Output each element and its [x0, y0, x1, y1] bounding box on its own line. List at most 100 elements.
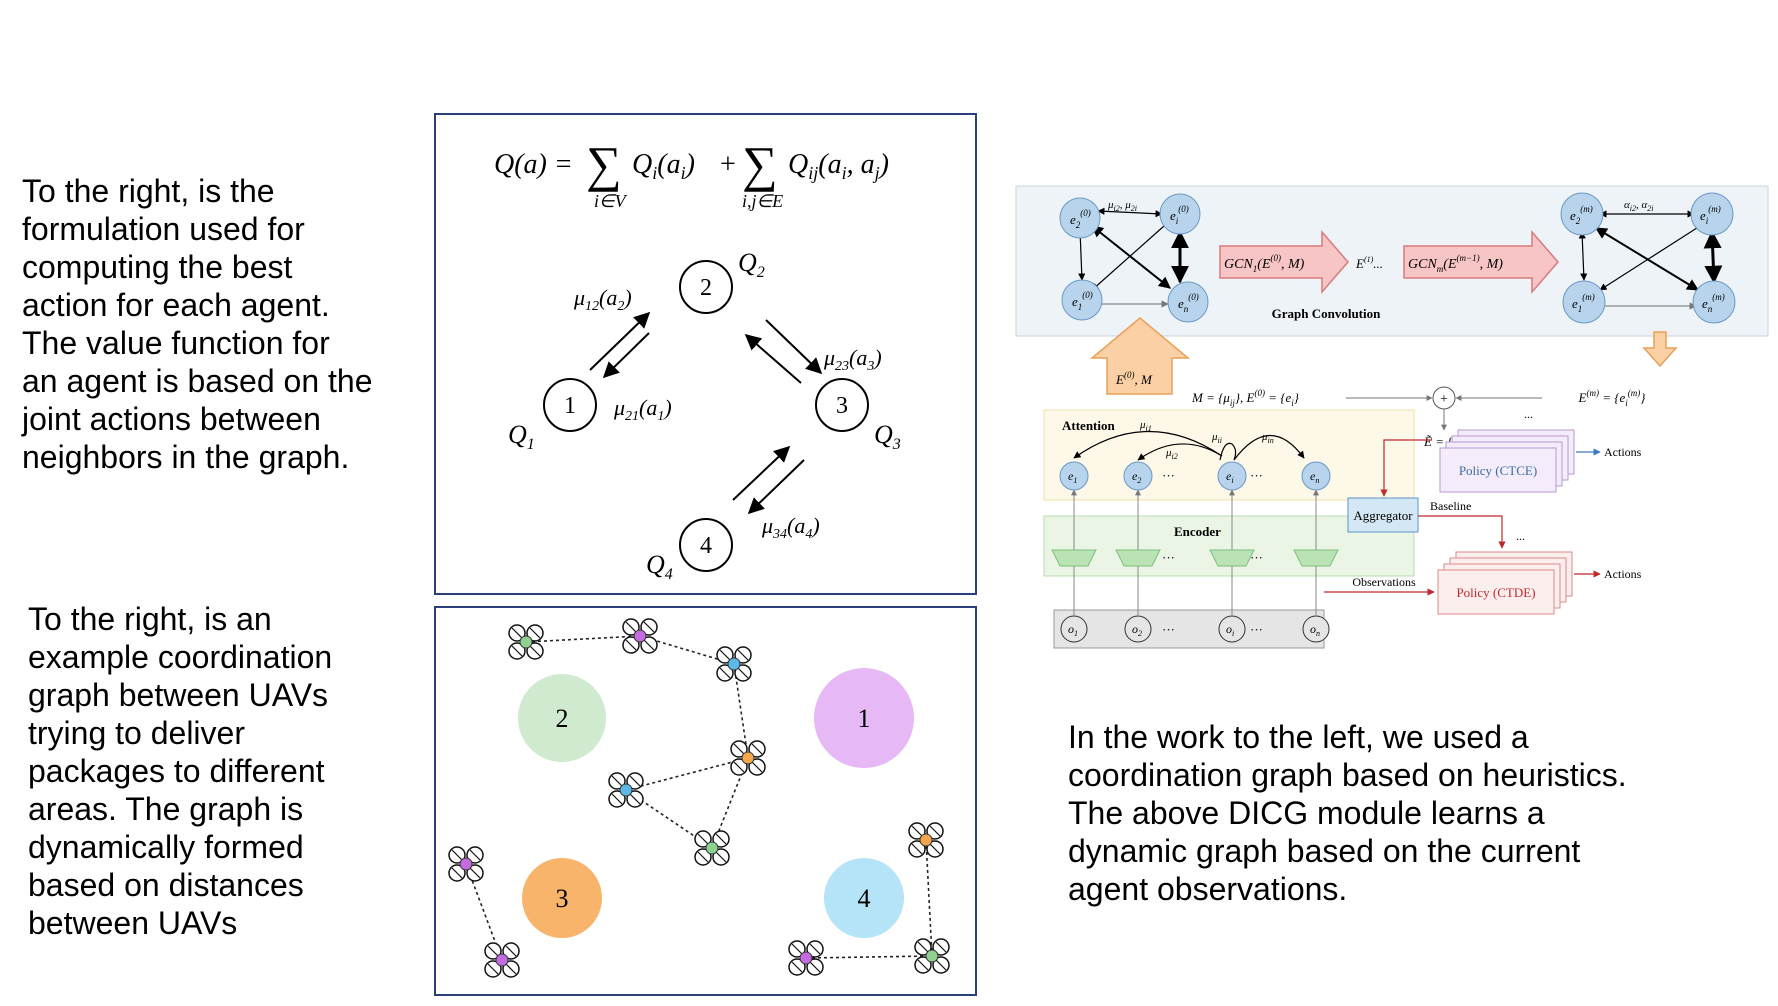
- svg-text:4: 4: [700, 533, 712, 559]
- sum-node: +: [1432, 386, 1456, 410]
- text-line: The above DICG module learns a: [1068, 795, 1545, 831]
- dicg-module-diagram: e2(0) ei(0) e1(0) en(0) μi2, μ2i GCN1(E(…: [1012, 178, 1772, 698]
- text-line: an agent is based on the: [22, 363, 373, 399]
- uav-drone: [448, 846, 484, 882]
- zone-2: 2: [518, 674, 606, 762]
- m-definition: M = {μij}, E(0) = {ei}: [1191, 388, 1300, 408]
- uav-link: [925, 839, 933, 957]
- text-line: between UAVs: [28, 905, 238, 941]
- q2-label: Q2: [738, 248, 765, 281]
- q-labels: Q1 Q2 Q3 Q4: [508, 248, 901, 583]
- node-1: 1: [543, 378, 597, 432]
- observation-node-label: o2: [1132, 622, 1142, 638]
- svg-text:2: 2: [556, 704, 569, 733]
- svg-text:1: 1: [858, 704, 871, 733]
- svg-text:...: ...: [1524, 407, 1533, 421]
- svg-text:Policy (CTCE): Policy (CTCE): [1459, 463, 1537, 478]
- encoder-unit: [1051, 549, 1097, 567]
- agent-column: en on: [1293, 461, 1339, 643]
- node-4: 4: [679, 518, 733, 572]
- svg-text:···: ···: [1250, 622, 1263, 637]
- graph-nodes: 1 2 3 4: [543, 260, 869, 572]
- baseline-label: Baseline: [1430, 499, 1471, 513]
- uav-link: [639, 635, 735, 665]
- uav-drone: [608, 772, 644, 808]
- text-line: areas. The graph is: [28, 791, 304, 827]
- node-e1-0: e1(0): [1072, 290, 1093, 312]
- mu12-label: μ12(a2): [573, 285, 632, 314]
- text-line: computing the best: [22, 249, 293, 285]
- edge-3-4: [747, 459, 805, 515]
- equation-term2: Qij(ai, aj): [788, 149, 889, 183]
- uav-graph-description: To the right, is an example coordination…: [28, 600, 332, 942]
- node-en-0: en(0): [1178, 292, 1199, 314]
- zone-3: 3: [522, 858, 602, 938]
- svg-text:2: 2: [700, 275, 712, 301]
- encoder-unit: [1209, 549, 1255, 567]
- left-edge-label: μi2, μ2i: [1107, 199, 1137, 213]
- agent-column: e1 o1: [1051, 461, 1097, 643]
- encoder-unit: [1115, 549, 1161, 567]
- sum-subscript-2: i,j∈E: [742, 191, 783, 211]
- agent-column: e2 o2: [1115, 461, 1161, 643]
- svg-text:···: ···: [1250, 468, 1263, 483]
- value-function-equation: Q(a) = ∑ i∈V Qi(ai) + ∑ i,j∈E Qij(ai, aj…: [494, 136, 889, 211]
- actions-top: Actions: [1604, 445, 1642, 459]
- zone-4: 4: [824, 858, 904, 938]
- aggregator-label: Aggregator: [1353, 508, 1413, 523]
- uav-link: [525, 635, 641, 643]
- node-e1-m: e1(m): [1572, 292, 1595, 314]
- attention-node-label: e1: [1068, 469, 1077, 485]
- uav-drone: [508, 624, 544, 660]
- em-definition: E(m) = {ei(m)}: [1578, 388, 1647, 408]
- node-2: 2: [679, 260, 733, 314]
- mu34-label: μ34(a4): [761, 513, 820, 542]
- svg-text:···: ···: [1162, 550, 1175, 565]
- output-arrow: [1642, 331, 1678, 368]
- input-arrow: E(0), M: [1089, 317, 1191, 395]
- q3-label: Q3: [874, 420, 901, 453]
- text-line: packages to different: [28, 753, 325, 789]
- column-dots: ··· ··· ··· ··· ··· ···: [1162, 468, 1263, 637]
- text-line: neighbors in the graph.: [22, 439, 350, 475]
- mu21-label: μ21(a1): [613, 395, 672, 424]
- node-ei-0: ei(0): [1170, 204, 1189, 226]
- text-line: example coordination: [28, 639, 333, 675]
- svg-text:μi2: μi2: [1165, 447, 1178, 461]
- edge-1-2: [589, 311, 651, 371]
- svg-text:GCNm(E(m−1), M): GCNm(E(m−1), M): [1408, 253, 1503, 274]
- dicg-description: In the work to the left, we used a coord…: [1068, 718, 1627, 908]
- attention-label: Attention: [1062, 418, 1115, 433]
- svg-text:E(0), M: E(0), M: [1115, 370, 1153, 387]
- observations-label: Observations: [1352, 575, 1416, 589]
- equation-plus: +: [720, 149, 736, 180]
- attention-node-label: en: [1310, 469, 1319, 485]
- graph-convolution-label: Graph Convolution: [1272, 306, 1381, 321]
- etilde-to-aggregator: [1380, 439, 1432, 497]
- agent-columns: e1 o1 e2 o2 ei oi en on: [1051, 461, 1339, 643]
- uav-drone: [914, 938, 950, 974]
- sum-symbol-1: ∑: [586, 136, 622, 192]
- e1-intermediate: E(1)...: [1355, 255, 1383, 271]
- gcn-layer-m: GCNm(E(m−1), M): [1403, 229, 1559, 295]
- edge-2-3: [765, 319, 823, 375]
- uav-link: [625, 757, 749, 791]
- text-line: To the right, is an: [28, 601, 272, 637]
- svg-text:···: ···: [1250, 550, 1263, 565]
- text-line: formulation used for: [22, 211, 305, 247]
- attention-node-label: e2: [1132, 469, 1141, 485]
- gcn-layer-1: GCN1(E(0), M): [1219, 229, 1349, 295]
- text-line: based on distances: [28, 867, 304, 903]
- uav-link: [733, 663, 749, 759]
- text-line: To the right, is the: [22, 173, 275, 209]
- node-ei-m: ei(m): [1700, 204, 1721, 226]
- uav-drone: [730, 740, 766, 776]
- edge-2-1: [602, 332, 650, 379]
- graph-edges: [589, 311, 823, 515]
- svg-text:μin: μin: [1261, 431, 1274, 445]
- svg-text:3: 3: [836, 393, 848, 419]
- svg-text:···: ···: [1162, 622, 1175, 637]
- formulation-description: To the right, is the formulation used fo…: [22, 172, 373, 476]
- uav-link: [805, 955, 933, 959]
- text-line: dynamic graph based on the current: [1068, 833, 1581, 869]
